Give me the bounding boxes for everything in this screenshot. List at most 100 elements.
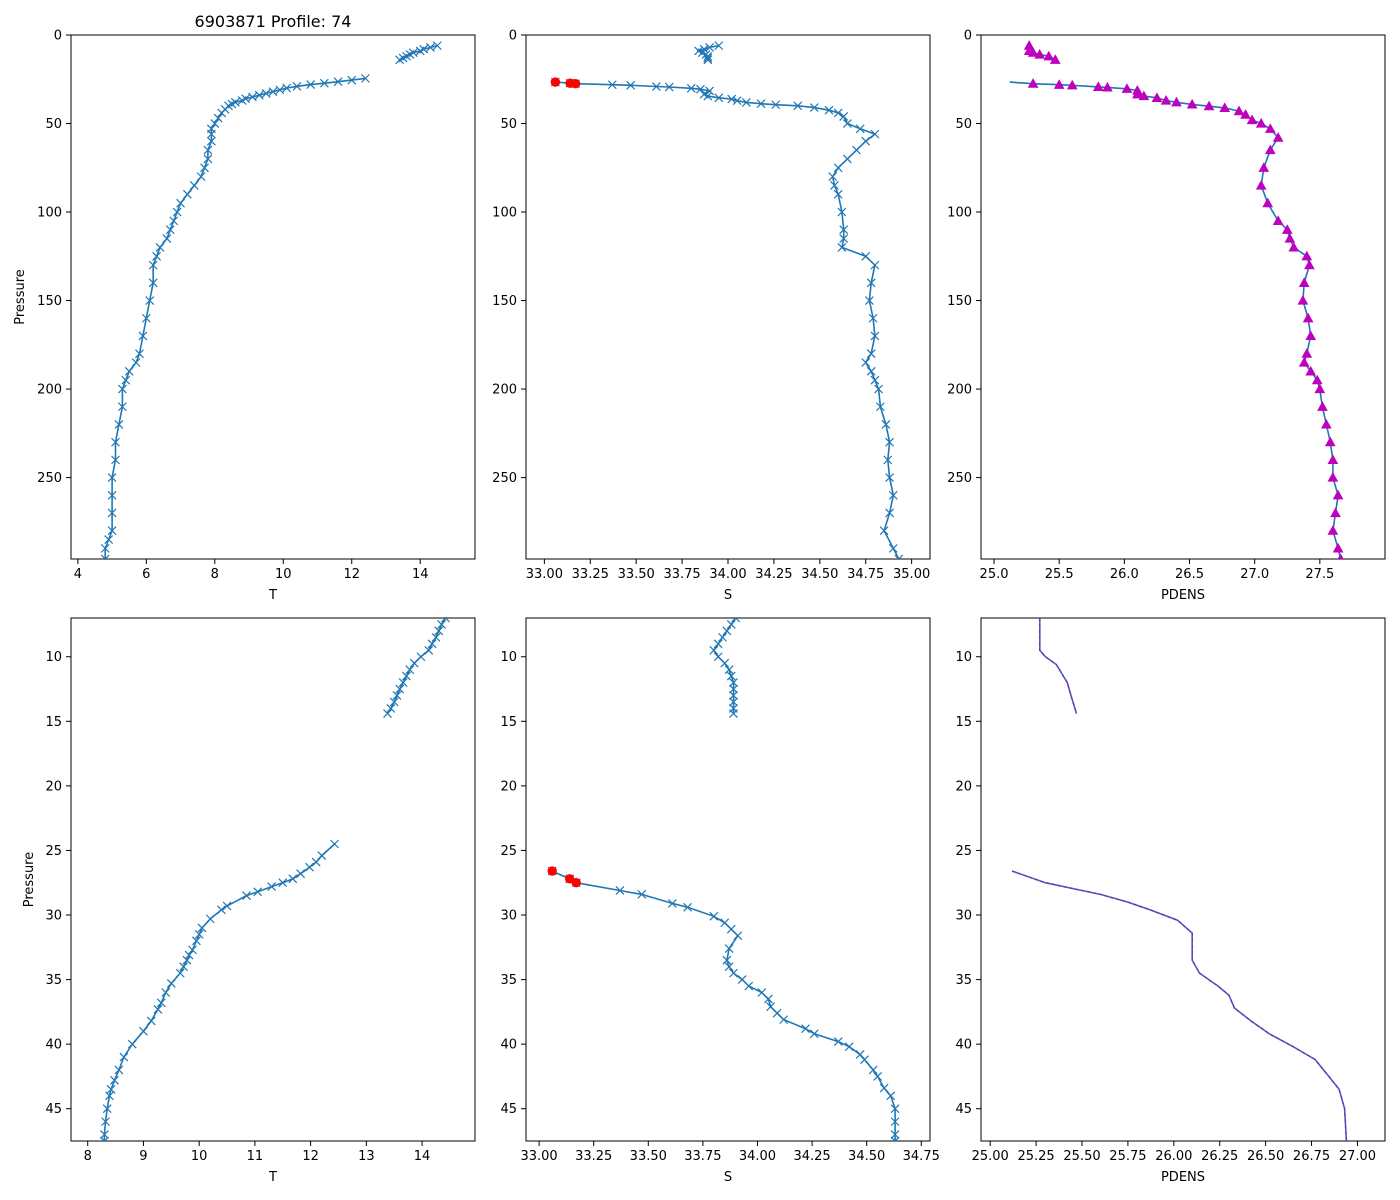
y-tick-label: 50	[500, 117, 517, 132]
data-point-marker	[100, 1130, 109, 1139]
y-tick-label: 30	[955, 909, 972, 924]
data-point-marker	[191, 936, 201, 946]
density-point-marker	[1255, 117, 1267, 128]
data-point-marker	[731, 618, 741, 623]
data-point-marker	[842, 119, 852, 128]
data-point-marker	[722, 955, 732, 965]
x-tick-label: 34.75	[903, 1149, 940, 1164]
density-point-marker	[1327, 454, 1339, 464]
data-point-marker	[861, 136, 871, 146]
data-point-marker	[744, 981, 754, 991]
data-point-marker	[182, 955, 192, 965]
data-point-marker	[135, 349, 144, 359]
density-point-marker	[1233, 105, 1245, 116]
data-point-marker	[275, 85, 285, 95]
data-point-marker	[809, 1029, 819, 1039]
data-point-marker	[268, 87, 278, 97]
x-axis-label: PDENS	[1161, 588, 1205, 603]
data-point-marker	[718, 632, 727, 642]
y-tick-label: 10	[500, 650, 517, 665]
x-tick-label: 33.50	[630, 1149, 667, 1164]
data-point-marker	[165, 225, 175, 235]
data-point-marker	[398, 678, 408, 687]
bad-point-marker	[570, 78, 581, 89]
data-point-marker	[100, 1136, 109, 1141]
density-point-marker	[1255, 179, 1267, 190]
x-tick-label: 34.00	[739, 1149, 776, 1164]
data-point-marker	[161, 988, 171, 997]
data-point-marker	[248, 92, 257, 102]
y-tick-label: 20	[955, 779, 972, 794]
data-point-marker	[890, 1104, 900, 1114]
series-line-upper	[712, 618, 737, 714]
data-point-marker	[146, 1016, 156, 1026]
x-tick-label: 27.00	[1339, 1149, 1376, 1164]
y-tick-label: 40	[500, 1038, 517, 1053]
data-point-marker	[282, 83, 292, 93]
subplot-3: 25.0 25.5 26.0 26.5 27.0 27.5 0 50 100 150 200 250 P…	[947, 29, 1386, 603]
data-point-marker	[107, 526, 117, 536]
x-tick-label: 8	[84, 1149, 92, 1164]
density-point-marker	[1160, 94, 1172, 105]
plot-area	[100, 618, 450, 1141]
x-tick-label: 33.00	[526, 567, 563, 582]
data-point-marker	[148, 260, 158, 270]
y-tick-label: 40	[45, 1038, 62, 1053]
data-point-marker	[727, 94, 737, 104]
density-point-marker	[1314, 383, 1326, 394]
x-tick-label: 33.00	[520, 1149, 557, 1164]
bad-point-marker	[547, 866, 557, 876]
data-point-marker	[756, 99, 766, 109]
data-point-marker	[432, 41, 442, 51]
data-point-marker	[651, 82, 661, 91]
y-tick-label: 200	[492, 383, 517, 398]
data-point-marker	[105, 1091, 114, 1101]
data-point-marker	[102, 1104, 112, 1114]
data-point-marker	[763, 994, 773, 1004]
data-point-marker	[203, 154, 213, 164]
data-point-marker	[152, 251, 162, 261]
density-point-marker	[1258, 162, 1270, 172]
data-point-marker	[885, 437, 895, 447]
data-point-marker	[722, 626, 732, 636]
density-point-marker	[1264, 123, 1276, 133]
data-point-marker	[124, 366, 134, 376]
data-point-marker	[206, 136, 216, 146]
data-point-marker	[131, 358, 141, 367]
x-tick-label: 12	[302, 1149, 319, 1164]
data-point-marker	[793, 101, 803, 111]
density-point-marker	[1302, 312, 1314, 323]
data-point-marker	[771, 100, 781, 110]
data-point-marker	[664, 82, 674, 92]
data-point-marker	[305, 862, 314, 872]
data-point-marker	[111, 455, 120, 465]
data-point-marker	[733, 931, 743, 941]
y-tick-label: 45	[500, 1102, 517, 1117]
x-tick-label: 6	[142, 567, 150, 582]
data-point-marker	[844, 1042, 854, 1052]
plot-area	[547, 618, 900, 1141]
density-point-marker	[1301, 250, 1313, 261]
data-point-marker	[885, 508, 895, 518]
data-point-marker	[175, 968, 185, 978]
data-point-marker	[333, 77, 343, 87]
data-point-marker	[114, 1065, 124, 1075]
data-point-marker	[888, 543, 898, 553]
data-point-marker	[434, 626, 444, 636]
density-point-marker	[1027, 47, 1039, 57]
density-point-marker	[1034, 48, 1045, 59]
data-point-marker	[729, 709, 738, 718]
data-point-marker	[870, 375, 880, 385]
x-tick-label: 34.50	[801, 567, 838, 582]
data-point-marker	[709, 645, 719, 655]
data-point-marker	[741, 98, 751, 107]
data-point-marker	[288, 874, 298, 884]
data-point-marker	[153, 1004, 163, 1014]
data-point-marker	[196, 172, 206, 182]
data-point-marker	[714, 93, 724, 103]
data-point-marker	[888, 490, 898, 500]
data-point-marker	[437, 620, 446, 629]
y-tick-label: 50	[955, 117, 972, 132]
x-tick-label: 26.25	[1201, 1149, 1238, 1164]
series-line-main	[104, 77, 366, 559]
